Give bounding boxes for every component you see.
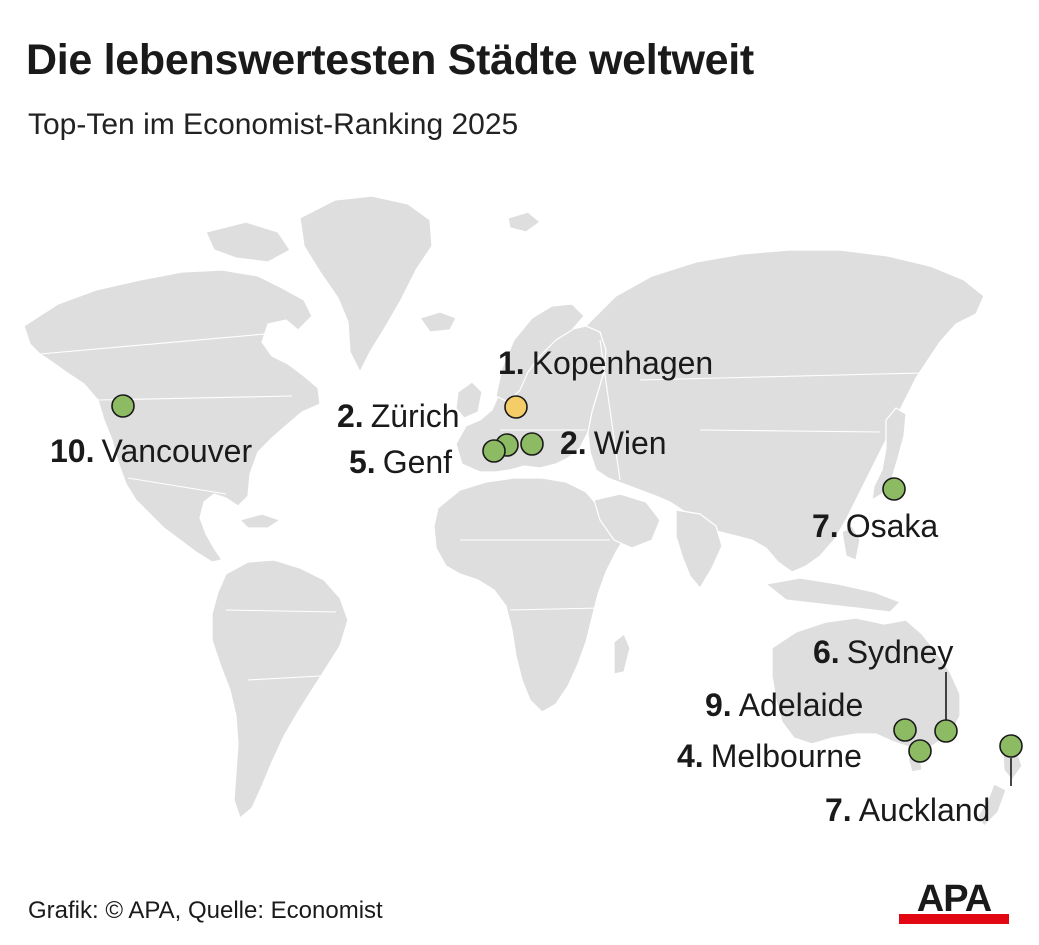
name-auckland: Auckland bbox=[858, 792, 991, 828]
rank-adelaide: 9. bbox=[705, 687, 732, 723]
name-vancouver: Vancouver bbox=[101, 433, 253, 469]
label-adelaide: 9. Adelaide bbox=[705, 689, 863, 721]
label-melbourne: 4. Melbourne bbox=[677, 740, 862, 772]
label-sydney: 6. Sydney bbox=[813, 636, 953, 668]
marker-sydney bbox=[934, 719, 958, 743]
rank-kopenhagen: 1. bbox=[498, 345, 525, 381]
rank-melbourne: 4. bbox=[677, 738, 704, 774]
land-africa bbox=[433, 477, 627, 713]
marker-melbourne bbox=[908, 739, 932, 763]
land-arctic-islands bbox=[205, 221, 291, 263]
land-south-america bbox=[211, 559, 349, 820]
label-wien: 2. Wien bbox=[560, 427, 667, 459]
label-auckland: 7. Auckland bbox=[825, 794, 990, 826]
city-markers bbox=[111, 394, 1023, 763]
rank-genf: 5. bbox=[349, 444, 376, 480]
land-philippines bbox=[841, 525, 861, 561]
land-greenland bbox=[299, 195, 433, 374]
rank-auckland: 7. bbox=[825, 792, 852, 828]
marker-adelaide bbox=[893, 718, 917, 742]
rank-zuerich: 2. bbox=[337, 398, 364, 434]
marker-genf bbox=[482, 439, 506, 463]
land-scandinavia bbox=[495, 303, 585, 403]
label-kopenhagen: 1. Kopenhagen bbox=[498, 347, 713, 379]
land-asia bbox=[584, 249, 985, 573]
rank-sydney: 6. bbox=[813, 634, 840, 670]
label-genf: 5. Genf bbox=[349, 446, 452, 478]
land-new-zealand-south bbox=[977, 783, 1007, 827]
land-british-isles bbox=[455, 381, 483, 419]
rank-wien: 2. bbox=[560, 425, 587, 461]
name-zuerich: Zürich bbox=[370, 398, 460, 434]
apa-logo-bar bbox=[899, 914, 1009, 924]
land-arabia bbox=[593, 493, 661, 549]
land-caribbean bbox=[238, 513, 282, 529]
land-india bbox=[675, 509, 723, 590]
marker-osaka bbox=[882, 477, 906, 501]
rank-vancouver: 10. bbox=[50, 433, 95, 469]
label-vancouver: 10. Vancouver bbox=[50, 435, 252, 467]
apa-logo: APA bbox=[899, 878, 1009, 924]
source-credit: Grafik: © APA, Quelle: Economist bbox=[28, 897, 383, 924]
chart-title: Die lebenswertesten Städte weltweit bbox=[26, 36, 754, 84]
marker-vancouver bbox=[111, 394, 135, 418]
label-zuerich: 2. Zürich bbox=[337, 400, 460, 432]
name-adelaide: Adelaide bbox=[738, 687, 864, 723]
land-madagascar bbox=[613, 633, 631, 675]
land-iceland bbox=[419, 311, 457, 333]
land-north-america bbox=[23, 269, 321, 563]
name-genf: Genf bbox=[382, 444, 453, 480]
land-southeast-asia bbox=[764, 577, 902, 613]
marker-auckland bbox=[999, 734, 1023, 758]
marker-kopenhagen bbox=[504, 395, 528, 419]
name-osaka: Osaka bbox=[845, 508, 939, 544]
name-sydney: Sydney bbox=[846, 634, 954, 670]
name-wien: Wien bbox=[593, 425, 667, 461]
country-borders bbox=[39, 329, 961, 681]
name-melbourne: Melbourne bbox=[710, 738, 862, 774]
rank-osaka: 7. bbox=[812, 508, 839, 544]
landmass bbox=[23, 195, 1023, 827]
leader-lines bbox=[945, 672, 1012, 786]
land-svalbard bbox=[507, 211, 541, 233]
marker-wien bbox=[520, 432, 544, 456]
chart-subtitle: Top-Ten im Economist-Ranking 2025 bbox=[28, 108, 519, 141]
apa-logo-text: APA bbox=[917, 878, 992, 920]
name-kopenhagen: Kopenhagen bbox=[531, 345, 714, 381]
label-osaka: 7. Osaka bbox=[812, 510, 938, 542]
